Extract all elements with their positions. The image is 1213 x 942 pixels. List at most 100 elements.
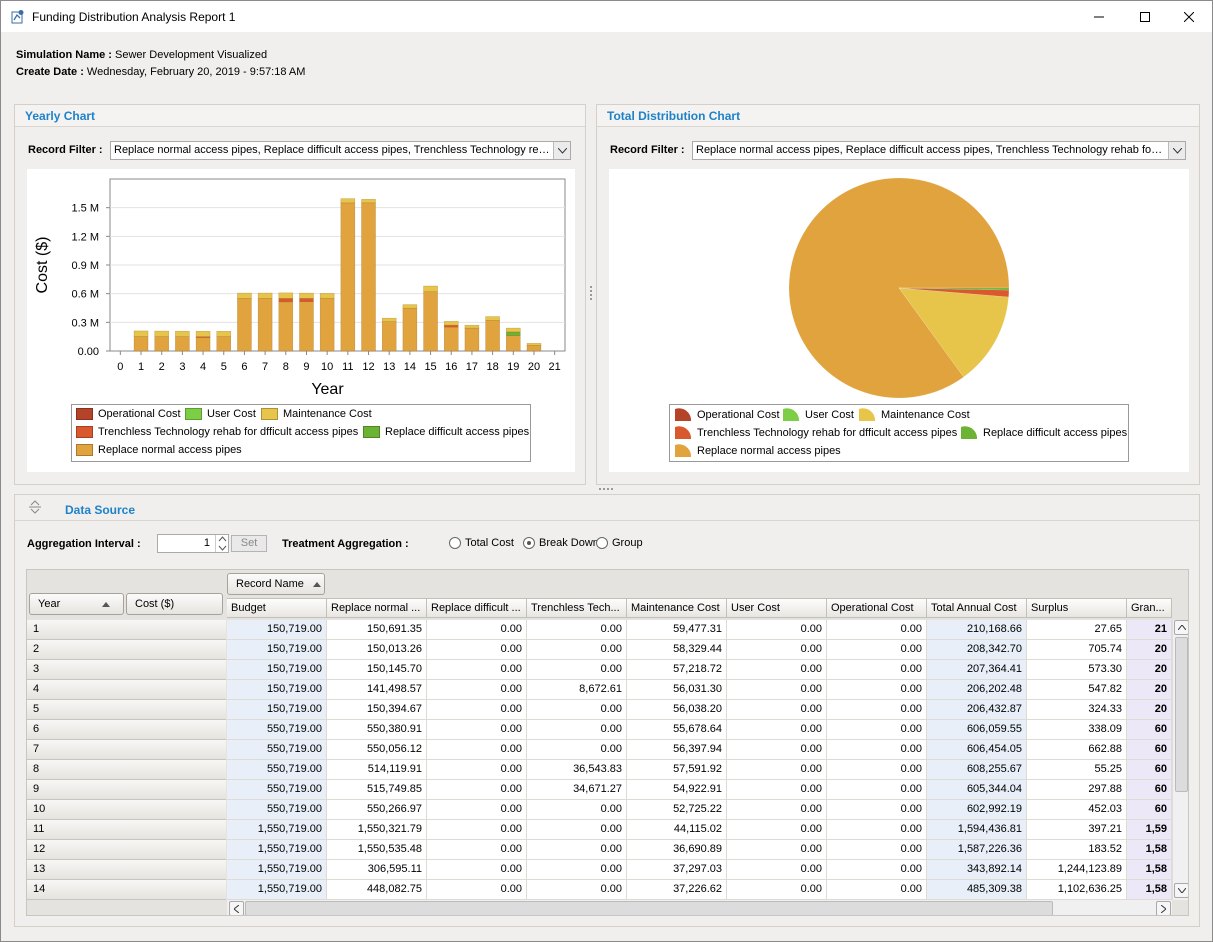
table-cell: 183.52 (1027, 840, 1127, 860)
cost-field-button[interactable]: Cost ($) (126, 593, 223, 615)
record-name-field-button[interactable]: Record Name (227, 573, 325, 595)
aggregation-spinner[interactable] (215, 535, 228, 552)
vertical-splitter[interactable] (590, 286, 593, 300)
table-cell: 55,678.64 (627, 720, 727, 740)
table-cell: 1,594,436.81 (927, 820, 1027, 840)
scroll-right-button[interactable] (1156, 901, 1171, 915)
aggregation-interval-label: Aggregation Interval : (27, 538, 141, 550)
total-filter-dropdown-button[interactable] (1168, 142, 1185, 159)
horizontal-scrollbar[interactable] (227, 900, 1172, 915)
table-cell: 206,202.48 (927, 680, 1027, 700)
table-cell: 0.00 (727, 880, 827, 900)
table-cell: 150,691.35 (327, 620, 427, 640)
legend-swatch (961, 426, 978, 439)
table-row: 12 1,550,719.00 1,550,535.48 0.00 0.00 36,690… (27, 840, 1172, 860)
collapse-toggle-icon[interactable] (29, 500, 41, 514)
yearly-filter-label: Record Filter : (28, 144, 103, 156)
minimize-button[interactable] (1076, 1, 1122, 32)
scroll-up-button[interactable] (1174, 620, 1188, 635)
maximize-button[interactable] (1122, 1, 1168, 32)
table-cell: 57,218.72 (627, 660, 727, 680)
legend-item-maintenance: Maintenance Cost (261, 408, 372, 420)
table-cell: 1,58 (1127, 860, 1172, 880)
table-cell: 0.00 (427, 680, 527, 700)
column-header[interactable]: Trenchless Tech... (527, 598, 627, 618)
table-row: 3 150,719.00 150,145.70 0.00 0.00 57,218.72 0.… (27, 660, 1172, 680)
row-year-header: 7 (27, 740, 226, 760)
close-button[interactable] (1166, 1, 1212, 32)
table-cell: 550,266.97 (327, 800, 427, 820)
table-cell: 0.00 (427, 620, 527, 640)
bar-segment (464, 324, 480, 329)
table-cell: 0.00 (727, 700, 827, 720)
row-year-header: 5 (27, 700, 226, 720)
table-cell: 0.00 (727, 660, 827, 680)
year-field-button[interactable]: Year (29, 593, 124, 615)
radio-total-cost[interactable]: Total Cost (449, 537, 514, 549)
table-cell: 0.00 (527, 880, 627, 900)
column-header[interactable]: Total Annual Cost (927, 598, 1027, 618)
bar-segment (340, 202, 356, 352)
legend-swatch (76, 426, 93, 438)
column-header[interactable]: Replace normal ... (327, 598, 427, 618)
radio-group[interactable]: Group (596, 537, 643, 549)
column-header[interactable]: Budget (227, 598, 327, 618)
y-tick-label: 0.00 (78, 346, 99, 358)
column-header[interactable]: Replace difficult ... (427, 598, 527, 618)
legend-swatch (185, 408, 202, 420)
scroll-left-button[interactable] (229, 901, 244, 915)
cost-field-label: Cost ($) (135, 598, 175, 610)
horizontal-splitter[interactable] (599, 488, 613, 491)
table-cell: 0.00 (527, 620, 627, 640)
table-cell: 60 (1127, 780, 1172, 800)
column-header[interactable]: Gran... (1127, 598, 1172, 618)
table-cell: 0.00 (427, 740, 527, 760)
table-cell: 150,719.00 (227, 620, 327, 640)
pie-slice (898, 287, 1009, 378)
x-tick-label: 18 (486, 361, 498, 373)
table-cell: 150,145.70 (327, 660, 427, 680)
legend-swatch (675, 426, 692, 439)
table-cell: 57,591.92 (627, 760, 727, 780)
legend-item-trenchless: Trenchless Technology rehab for dfficult… (674, 426, 957, 440)
column-header[interactable]: Operational Cost (827, 598, 927, 618)
table-cell: 0.00 (427, 840, 527, 860)
column-header[interactable]: User Cost (727, 598, 827, 618)
vertical-scrollbar[interactable] (1172, 620, 1188, 900)
yearly-record-filter[interactable]: Replace normal access pipes, Replace dif… (110, 141, 571, 160)
column-header[interactable]: Maintenance Cost (627, 598, 727, 618)
vertical-scroll-thumb[interactable] (1175, 637, 1188, 792)
table-cell: 662.88 (1027, 740, 1127, 760)
yearly-filter-dropdown-button[interactable] (553, 142, 570, 159)
table-cell: 306,595.11 (327, 860, 427, 880)
horizontal-scroll-thumb[interactable] (245, 901, 1053, 915)
x-tick-label: 3 (179, 361, 185, 373)
yearly-chart-legend: Operational Cost User Cost Maintenance C… (71, 404, 531, 462)
column-header[interactable]: Surplus (1027, 598, 1127, 618)
record-name-label: Record Name (236, 578, 304, 590)
bar-segment (257, 298, 273, 352)
aggregation-interval-input[interactable]: 1 (157, 534, 229, 553)
bar-segment (464, 327, 480, 352)
table-cell: 0.00 (827, 640, 927, 660)
x-tick-label: 2 (159, 361, 165, 373)
table-cell: 0.00 (527, 840, 627, 860)
total-record-filter[interactable]: Replace normal access pipes, Replace dif… (692, 141, 1186, 160)
bar-segment (444, 321, 459, 326)
chevron-right-icon (1161, 904, 1166, 913)
table-cell: 1,550,719.00 (227, 860, 327, 880)
set-button[interactable]: Set (231, 535, 267, 552)
radio-break-down[interactable]: Break Down (523, 537, 599, 549)
bar-segment (154, 330, 169, 337)
table-cell: 0.00 (527, 800, 627, 820)
table-cell: 150,719.00 (227, 640, 327, 660)
table-cell: 0.00 (827, 820, 927, 840)
table-cell: 0.00 (427, 860, 527, 880)
scroll-down-button[interactable] (1174, 883, 1188, 898)
table-cell: 452.03 (1027, 800, 1127, 820)
legend-item-operational: Operational Cost (674, 408, 780, 422)
close-icon (1184, 11, 1194, 22)
legend-label: Operational Cost (697, 409, 780, 421)
legend-item-difficult: Replace difficult access pipes (363, 426, 529, 438)
table-cell: 0.00 (427, 800, 527, 820)
